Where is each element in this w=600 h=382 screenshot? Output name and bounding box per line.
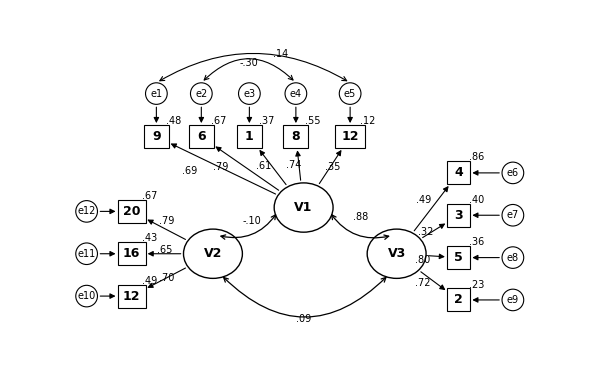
Text: .79: .79 (159, 216, 174, 227)
Circle shape (502, 162, 524, 184)
Text: 12: 12 (341, 130, 359, 143)
Ellipse shape (367, 229, 426, 278)
Text: e9: e9 (507, 295, 519, 305)
Text: .12: .12 (360, 116, 376, 126)
Text: e5: e5 (344, 89, 356, 99)
Text: 6: 6 (197, 130, 206, 143)
Circle shape (502, 289, 524, 311)
Text: .72: .72 (415, 278, 431, 288)
Text: 3: 3 (454, 209, 463, 222)
Circle shape (146, 83, 167, 104)
Circle shape (76, 201, 97, 222)
Text: .09: .09 (296, 314, 311, 324)
FancyBboxPatch shape (447, 161, 470, 185)
Text: .48: .48 (166, 116, 181, 126)
Text: 20: 20 (123, 205, 140, 218)
Text: .67: .67 (142, 191, 158, 201)
Text: e6: e6 (507, 168, 519, 178)
Text: V3: V3 (388, 247, 406, 260)
Text: 2: 2 (454, 293, 463, 306)
Text: e7: e7 (507, 210, 519, 220)
Text: .86: .86 (469, 152, 484, 162)
Text: .74: .74 (286, 160, 301, 170)
Text: e2: e2 (195, 89, 208, 99)
Circle shape (285, 83, 307, 104)
Text: 8: 8 (292, 130, 300, 143)
FancyBboxPatch shape (335, 125, 365, 148)
FancyBboxPatch shape (144, 125, 169, 148)
Text: e11: e11 (77, 249, 96, 259)
Circle shape (502, 247, 524, 269)
Text: .67: .67 (211, 116, 226, 126)
FancyBboxPatch shape (118, 200, 146, 223)
Ellipse shape (184, 229, 242, 278)
Text: .69: .69 (182, 166, 197, 176)
Text: 4: 4 (454, 167, 463, 180)
Text: e3: e3 (244, 89, 256, 99)
Text: .65: .65 (157, 245, 173, 255)
FancyBboxPatch shape (447, 246, 470, 269)
Text: .14: .14 (273, 49, 288, 58)
Text: .23: .23 (469, 280, 484, 290)
Text: e10: e10 (77, 291, 96, 301)
Circle shape (190, 83, 212, 104)
Text: 9: 9 (152, 130, 161, 143)
Text: -.10: -.10 (242, 216, 261, 227)
FancyBboxPatch shape (189, 125, 214, 148)
Text: 12: 12 (123, 290, 140, 303)
Text: 16: 16 (123, 247, 140, 260)
Text: .35: .35 (325, 162, 341, 172)
Text: V1: V1 (295, 201, 313, 214)
Text: .49: .49 (416, 195, 431, 205)
Text: .36: .36 (469, 237, 484, 247)
Ellipse shape (274, 183, 333, 232)
Text: .80: .80 (415, 255, 431, 265)
Text: e1: e1 (151, 89, 163, 99)
Text: .70: .70 (159, 274, 174, 283)
Circle shape (76, 285, 97, 307)
Text: .49: .49 (142, 276, 158, 286)
Text: 1: 1 (245, 130, 254, 143)
Text: .40: .40 (469, 195, 484, 205)
FancyBboxPatch shape (283, 125, 308, 148)
Text: e4: e4 (290, 89, 302, 99)
Text: e12: e12 (77, 206, 96, 216)
FancyBboxPatch shape (118, 242, 146, 265)
FancyBboxPatch shape (447, 288, 470, 311)
Text: V2: V2 (204, 247, 222, 260)
Circle shape (76, 243, 97, 264)
Text: .79: .79 (213, 162, 229, 173)
Text: .88: .88 (353, 212, 368, 222)
Text: .43: .43 (142, 233, 158, 243)
Text: .37: .37 (259, 116, 274, 126)
Text: .32: .32 (418, 227, 433, 237)
FancyBboxPatch shape (447, 204, 470, 227)
Text: -.30: -.30 (239, 58, 258, 68)
Text: .55: .55 (305, 116, 320, 126)
FancyBboxPatch shape (237, 125, 262, 148)
Text: 5: 5 (454, 251, 463, 264)
Circle shape (502, 204, 524, 226)
FancyBboxPatch shape (118, 285, 146, 308)
Text: e8: e8 (507, 253, 519, 262)
Text: .61: .61 (256, 161, 272, 171)
Circle shape (239, 83, 260, 104)
Circle shape (339, 83, 361, 104)
